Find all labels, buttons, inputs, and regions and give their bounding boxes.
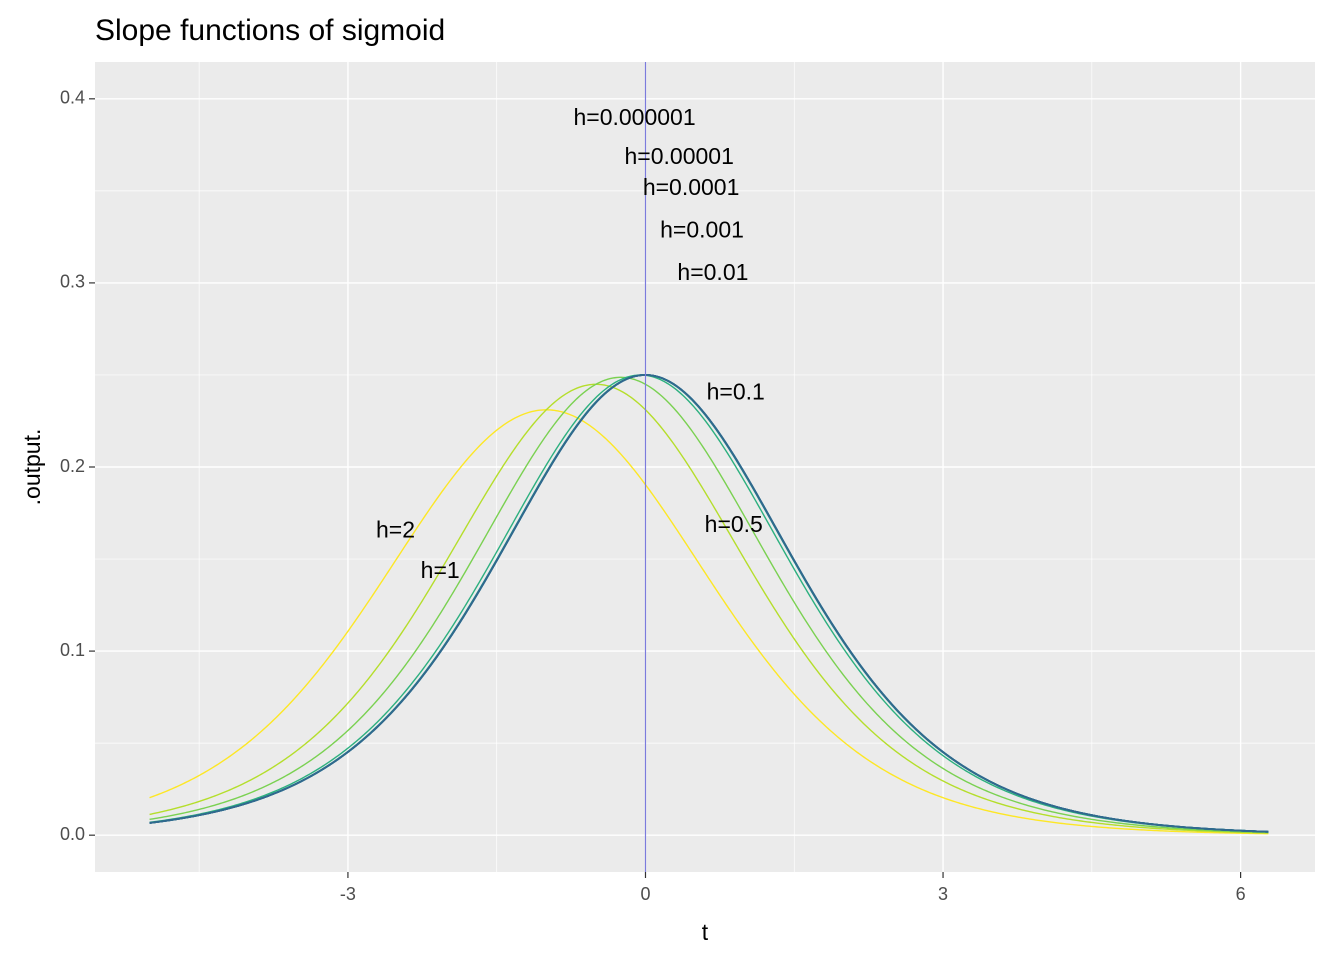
series-line-h-1 (149, 383, 1269, 834)
y-axis-title: .output. (19, 429, 45, 506)
x-tick-label: 0 (640, 884, 650, 904)
curve-label: h=0.00001 (625, 143, 734, 169)
x-tick-label: -3 (340, 884, 356, 904)
y-tick-label: 0.1 (60, 640, 85, 660)
series-line-h-0-1 (149, 374, 1269, 833)
x-axis-title: t (702, 919, 709, 945)
curve-label: h=0.000001 (573, 104, 695, 130)
chart-title: Slope functions of sigmoid (95, 14, 445, 47)
curve-label: h=0.5 (705, 511, 763, 537)
x-axis-ticks: -3 0 3 6 (340, 872, 1246, 904)
y-tick-label: 0.2 (60, 456, 85, 476)
curve-label: h=2 (376, 517, 415, 543)
curve-label: h=0.0001 (643, 174, 740, 200)
curve-labels: h=2h=1 h=0.5 h=0.1 h=0.01 h=0.001 h=0.0001 h=0… (376, 104, 765, 583)
series-line-h-0-5 (149, 376, 1269, 834)
series-line-h-0-000001 (149, 374, 1269, 833)
curve-label: h=0.01 (677, 259, 748, 285)
series-line-h-2 (149, 409, 1269, 835)
x-tick-label: 3 (938, 884, 948, 904)
y-axis-ticks: 0.0 0.1 0.2 0.3 0.4 (60, 88, 95, 844)
y-tick-label: 0.4 (60, 88, 85, 108)
curve-label: h=1 (421, 557, 460, 583)
y-tick-label: 0.0 (60, 824, 85, 844)
series-lines (149, 374, 1269, 835)
curve-label: h=0.1 (707, 378, 765, 404)
curve-label: h=0.001 (660, 216, 744, 242)
x-tick-label: 6 (1236, 884, 1246, 904)
y-tick-label: 0.3 (60, 272, 85, 292)
